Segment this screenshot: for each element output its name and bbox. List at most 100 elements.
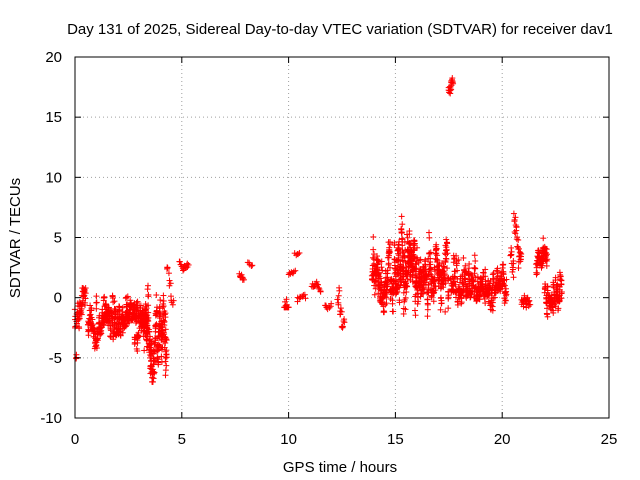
- data-point: [521, 292, 528, 299]
- axis-ticks: [74, 56, 610, 419]
- data-point: [527, 301, 534, 308]
- data-point: [169, 301, 176, 308]
- data-point: [444, 265, 451, 272]
- data-point: [426, 234, 433, 241]
- x-tick-label: 10: [280, 431, 297, 448]
- data-point: [508, 248, 515, 255]
- data-point: [240, 276, 247, 283]
- data-point: [290, 268, 297, 275]
- data-point: [425, 271, 432, 278]
- data-point: [441, 264, 448, 271]
- data-point: [452, 281, 459, 288]
- data-point: [515, 236, 522, 243]
- data-point: [427, 249, 434, 256]
- data-point: [445, 305, 452, 312]
- data-point: [455, 256, 462, 263]
- data-point: [338, 308, 345, 315]
- data-point: [411, 307, 418, 314]
- data-point: [372, 285, 379, 292]
- data-point: [166, 277, 173, 284]
- data-point: [87, 302, 94, 309]
- data-point: [132, 314, 139, 321]
- data-point: [163, 351, 170, 358]
- data-point: [162, 372, 169, 379]
- data-point: [160, 297, 167, 304]
- data-point: [471, 264, 478, 271]
- data-point: [557, 273, 564, 280]
- data-point: [420, 290, 427, 297]
- data-point: [158, 353, 165, 360]
- x-axis-label: GPS time / hours: [283, 459, 397, 476]
- data-point: [558, 295, 565, 302]
- data-point: [424, 296, 431, 303]
- data-point: [414, 244, 421, 251]
- data-point: [526, 297, 533, 304]
- data-point: [124, 293, 131, 300]
- data-point: [374, 253, 381, 260]
- data-point: [152, 322, 159, 329]
- y-tick-label: 5: [54, 230, 62, 247]
- data-point: [162, 326, 169, 333]
- data-point: [494, 265, 501, 272]
- data-point: [500, 261, 507, 268]
- data-point: [387, 238, 394, 245]
- y-tick-label: 20: [45, 49, 62, 66]
- data-point: [145, 309, 152, 316]
- data-point: [442, 280, 449, 287]
- data-point: [378, 264, 385, 271]
- data-point: [148, 358, 155, 365]
- data-point: [336, 287, 343, 294]
- data-point: [119, 304, 126, 311]
- data-point: [513, 224, 520, 231]
- data-point: [341, 319, 348, 326]
- data-point: [544, 256, 551, 263]
- data-point: [134, 339, 141, 346]
- data-point: [383, 300, 390, 307]
- data-point: [164, 264, 171, 271]
- data-point: [435, 262, 442, 269]
- data-point: [378, 258, 385, 265]
- data-point: [387, 264, 394, 271]
- data-point: [425, 289, 432, 296]
- data-point: [295, 251, 302, 258]
- data-point: [513, 236, 520, 243]
- data-point: [386, 248, 393, 255]
- data-point: [184, 260, 191, 267]
- data-point: [502, 285, 509, 292]
- data-point: [93, 345, 100, 352]
- data-point: [402, 306, 409, 313]
- data-point: [375, 290, 382, 297]
- data-point: [370, 246, 377, 253]
- x-tick-label: 25: [601, 431, 618, 448]
- data-point: [167, 280, 174, 287]
- data-point: [162, 339, 169, 346]
- data-point: [160, 303, 167, 310]
- data-point: [315, 284, 322, 291]
- data-point: [301, 291, 308, 298]
- data-point: [395, 256, 402, 263]
- data-point: [450, 259, 457, 266]
- data-point: [428, 266, 435, 273]
- data-point: [148, 338, 155, 345]
- data-point: [411, 238, 418, 245]
- data-point: [383, 294, 390, 301]
- data-point: [402, 294, 409, 301]
- data-point: [389, 300, 396, 307]
- data-point: [371, 291, 378, 298]
- data-point: [466, 260, 473, 267]
- data-point: [458, 299, 465, 306]
- data-point: [503, 291, 510, 298]
- data-point: [380, 308, 387, 315]
- data-point: [292, 267, 299, 274]
- data-point: [450, 80, 457, 87]
- data-point: [540, 235, 547, 242]
- data-point: [389, 308, 396, 315]
- data-point: [385, 254, 392, 261]
- data-point: [161, 318, 168, 325]
- data-point: [146, 337, 153, 344]
- data-point: [393, 278, 400, 285]
- data-point: [445, 292, 452, 299]
- data-point: [459, 279, 466, 286]
- data-point: [468, 290, 475, 297]
